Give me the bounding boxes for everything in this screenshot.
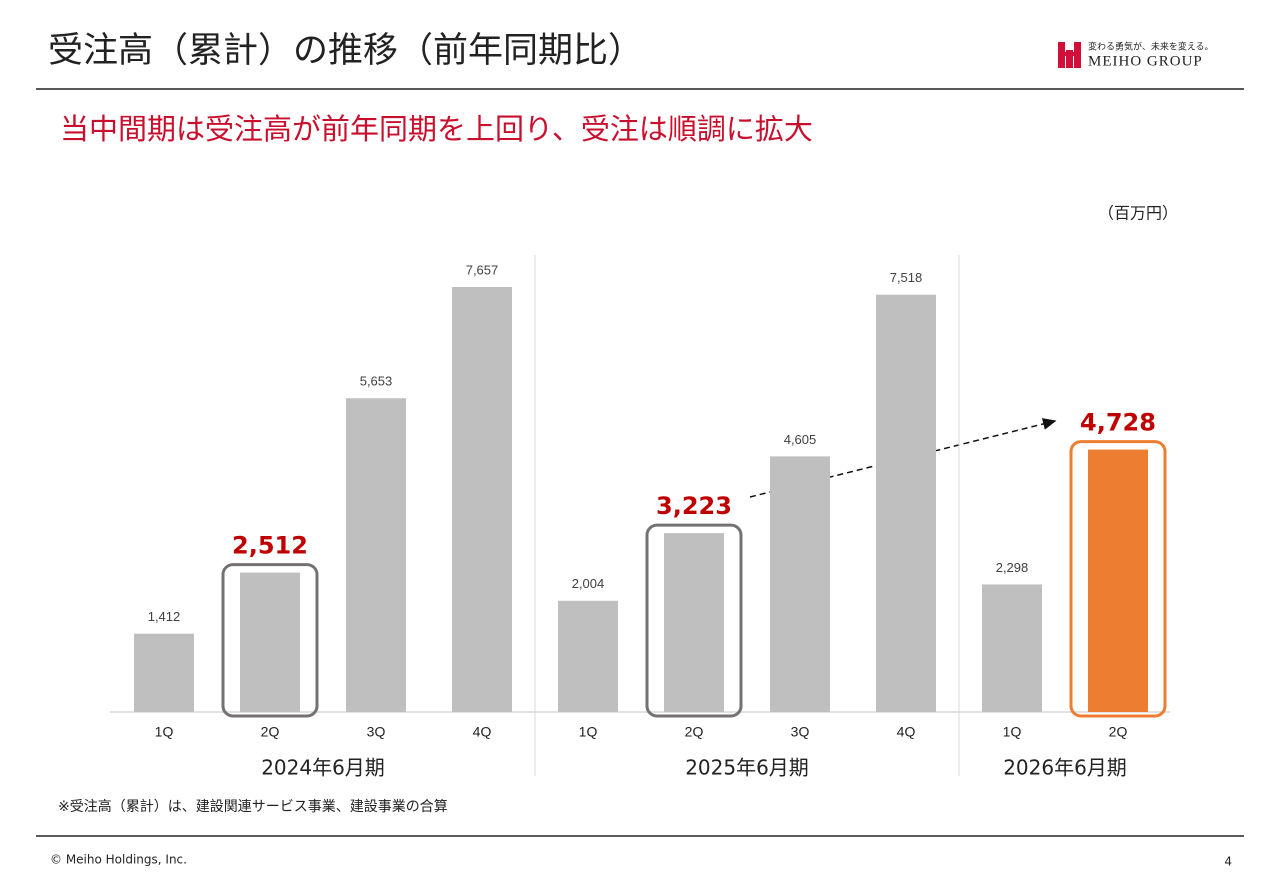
value-label: 4,605 (784, 432, 817, 447)
highlight-box (221, 563, 319, 718)
group-label: 2026年6月期 (1003, 756, 1127, 780)
bar (1088, 449, 1148, 712)
subtitle: 当中間期は受注高が前年同期を上回り、受注は順調に拡大 (60, 112, 813, 146)
x-tick-label: 1Q (1003, 724, 1022, 740)
value-label: 7,518 (890, 270, 923, 285)
value-label: 2,298 (996, 560, 1029, 575)
bar (134, 633, 194, 712)
x-tick-label: 2Q (1109, 724, 1128, 740)
bar (240, 572, 300, 712)
plot: 1,412 1Q 2,512 2Q 5,653 3Q 7,657 4Q 2024年6月期 2,00… (134, 255, 1167, 780)
x-tick-label: 1Q (155, 724, 174, 740)
bar (982, 584, 1042, 712)
slide-title: 受注高（累計）の推移（前年同期比） (48, 31, 643, 71)
value-label: 1,412 (148, 609, 181, 624)
copyright: © Meiho Holdings, Inc. (50, 853, 187, 867)
value-label: 3,223 (656, 492, 732, 520)
bar (876, 294, 936, 712)
bar (558, 600, 618, 712)
x-tick-label: 3Q (791, 724, 810, 740)
x-tick-label: 3Q (367, 724, 386, 740)
bar (664, 533, 724, 712)
bar (770, 456, 830, 712)
logo: 変わる勇気が、未来を変える。 MEIHO GROUP (1058, 41, 1214, 69)
logo-name: MEIHO GROUP (1088, 53, 1203, 69)
value-label: 7,657 (466, 262, 499, 277)
value-label: 5,653 (360, 374, 393, 389)
group-label: 2024年6月期 (261, 756, 385, 780)
x-tick-label: 1Q (579, 724, 598, 740)
page-number: 4 (1224, 855, 1232, 869)
value-label: 4,728 (1080, 409, 1156, 437)
logo-tagline: 変わる勇気が、未来を変える。 (1088, 41, 1214, 53)
highlight-box (1069, 440, 1167, 718)
highlight-box (645, 523, 743, 718)
x-tick-label: 4Q (473, 724, 492, 740)
bar (452, 287, 512, 712)
x-tick-label: 2Q (261, 724, 280, 740)
x-tick-label: 2Q (685, 724, 704, 740)
group-label: 2025年6月期 (685, 756, 809, 780)
bar (346, 398, 406, 712)
unit-label: （百万円） (1098, 204, 1178, 223)
value-label: 2,004 (572, 576, 605, 591)
footnote: ※受注高（累計）は、建設関連サービス事業、建設事業の合算 (58, 798, 448, 815)
value-label: 2,512 (232, 532, 308, 560)
x-tick-label: 4Q (897, 724, 916, 740)
